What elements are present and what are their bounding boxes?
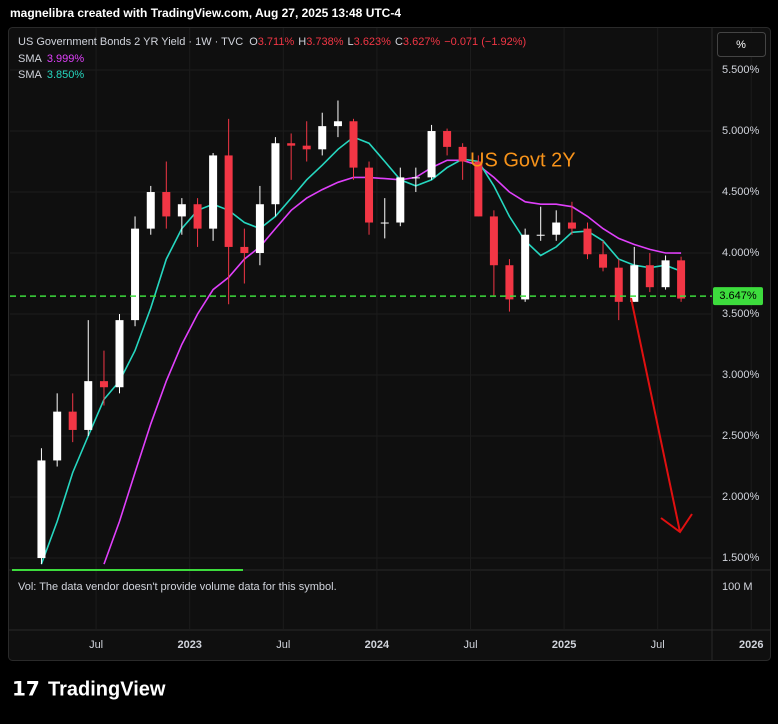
- candle-body: [302, 145, 311, 150]
- candle-body: [474, 161, 483, 217]
- x-tick-label: Jul: [276, 639, 290, 651]
- x-tick-label: Jul: [89, 639, 103, 651]
- y-tick-label: 5.000%: [722, 125, 760, 137]
- candle-body: [427, 131, 436, 178]
- candle-body: [193, 204, 202, 229]
- brand-mark: 𝟭𝟳: [12, 678, 40, 700]
- candle-body: [84, 381, 93, 430]
- candle-body: [68, 411, 77, 430]
- candle-body: [224, 155, 233, 247]
- candle-body: [396, 177, 405, 223]
- candle-body: [536, 234, 545, 236]
- ohlc-value: 3.623%: [354, 36, 392, 48]
- change: −0.071 (−1.92%): [444, 36, 526, 48]
- candle-body: [411, 177, 420, 179]
- candle-body: [146, 192, 155, 229]
- y-tick-label: 4.500%: [722, 186, 760, 198]
- candle-body: [661, 260, 670, 288]
- ohlc-key: H: [298, 36, 306, 48]
- price-label-box: [713, 287, 763, 306]
- candle-body: [177, 204, 186, 217]
- candle-body: [489, 216, 498, 266]
- candle-body: [365, 167, 374, 223]
- candle-body: [567, 222, 576, 229]
- ohlc-value: 3.627%: [403, 36, 441, 48]
- scale-button-label[interactable]: %: [736, 39, 746, 51]
- arrow-shaft: [630, 297, 681, 533]
- candle-body: [209, 155, 218, 229]
- candle-body: [333, 121, 342, 127]
- y-tick-label: 3.000%: [722, 369, 760, 381]
- legend-value: 3.850%: [47, 69, 85, 81]
- ohlc-value: 3.738%: [306, 36, 344, 48]
- annotation: US Govt 2Y: [470, 149, 576, 171]
- y-tick-label: 1.500%: [722, 552, 760, 564]
- x-tick-label: 2026: [739, 639, 763, 651]
- candle-body: [131, 228, 140, 321]
- legend-value: 3.999%: [47, 53, 85, 65]
- volume-scale: 100 M: [722, 581, 753, 593]
- candle-body: [318, 126, 327, 150]
- y-tick-label: 4.000%: [722, 247, 760, 259]
- symbol: US Government Bonds 2 YR Yield · 1W · TV…: [18, 36, 243, 48]
- brand: TradingView: [48, 678, 166, 700]
- candle-body: [255, 204, 264, 254]
- y-tick-label: 5.500%: [722, 64, 760, 76]
- arrow-head: [660, 513, 693, 534]
- credit: magnelibra created with TradingView.com,…: [10, 6, 401, 20]
- arrow: [630, 297, 693, 534]
- candle-body: [162, 192, 171, 217]
- ohlc-key: L: [348, 36, 354, 48]
- candle-body: [645, 265, 654, 288]
- candle-body: [614, 267, 623, 302]
- candle-body: [677, 260, 686, 299]
- candle-body: [115, 320, 124, 388]
- candle-body: [349, 121, 358, 168]
- x-tick-label: 2025: [552, 639, 576, 651]
- candle-body: [552, 222, 561, 235]
- scale-button[interactable]: [717, 32, 766, 57]
- legend-label: SMA: [18, 69, 43, 81]
- candle-body: [521, 234, 530, 300]
- x-tick-label: 2023: [177, 639, 201, 651]
- y-tick-label: 3.500%: [722, 308, 760, 320]
- candle-body: [583, 228, 592, 255]
- ohlc-key: C: [395, 36, 403, 48]
- y-tick-label: 2.000%: [722, 491, 760, 503]
- candle-body: [380, 222, 389, 224]
- plot: [10, 100, 712, 565]
- candle-body: [37, 460, 46, 559]
- ohlc-value: 3.711%: [258, 36, 295, 48]
- candle-body: [240, 246, 249, 254]
- x-tick-label: Jul: [651, 639, 665, 651]
- candle-body: [630, 265, 639, 302]
- candle-body: [458, 146, 467, 162]
- legend-label: SMA: [18, 53, 43, 65]
- ohlc-key: O: [249, 36, 258, 48]
- candle-body: [505, 265, 514, 300]
- sma-line: [103, 159, 682, 565]
- sma-line: [40, 136, 682, 565]
- candle-body: [271, 143, 280, 205]
- chart-frame: [8, 27, 771, 661]
- x-tick-label: Jul: [463, 639, 477, 651]
- y-tick-label: 2.500%: [722, 430, 760, 442]
- candle-body: [599, 254, 608, 268]
- candle-body: [99, 381, 108, 388]
- price-label: 3.647%: [719, 290, 757, 302]
- x-tick-label: 2024: [365, 639, 390, 651]
- candle-body: [53, 411, 62, 461]
- candle-body: [443, 131, 452, 147]
- volume-note: Vol: The data vendor doesn't provide vol…: [18, 581, 337, 593]
- candle-body: [287, 143, 296, 146]
